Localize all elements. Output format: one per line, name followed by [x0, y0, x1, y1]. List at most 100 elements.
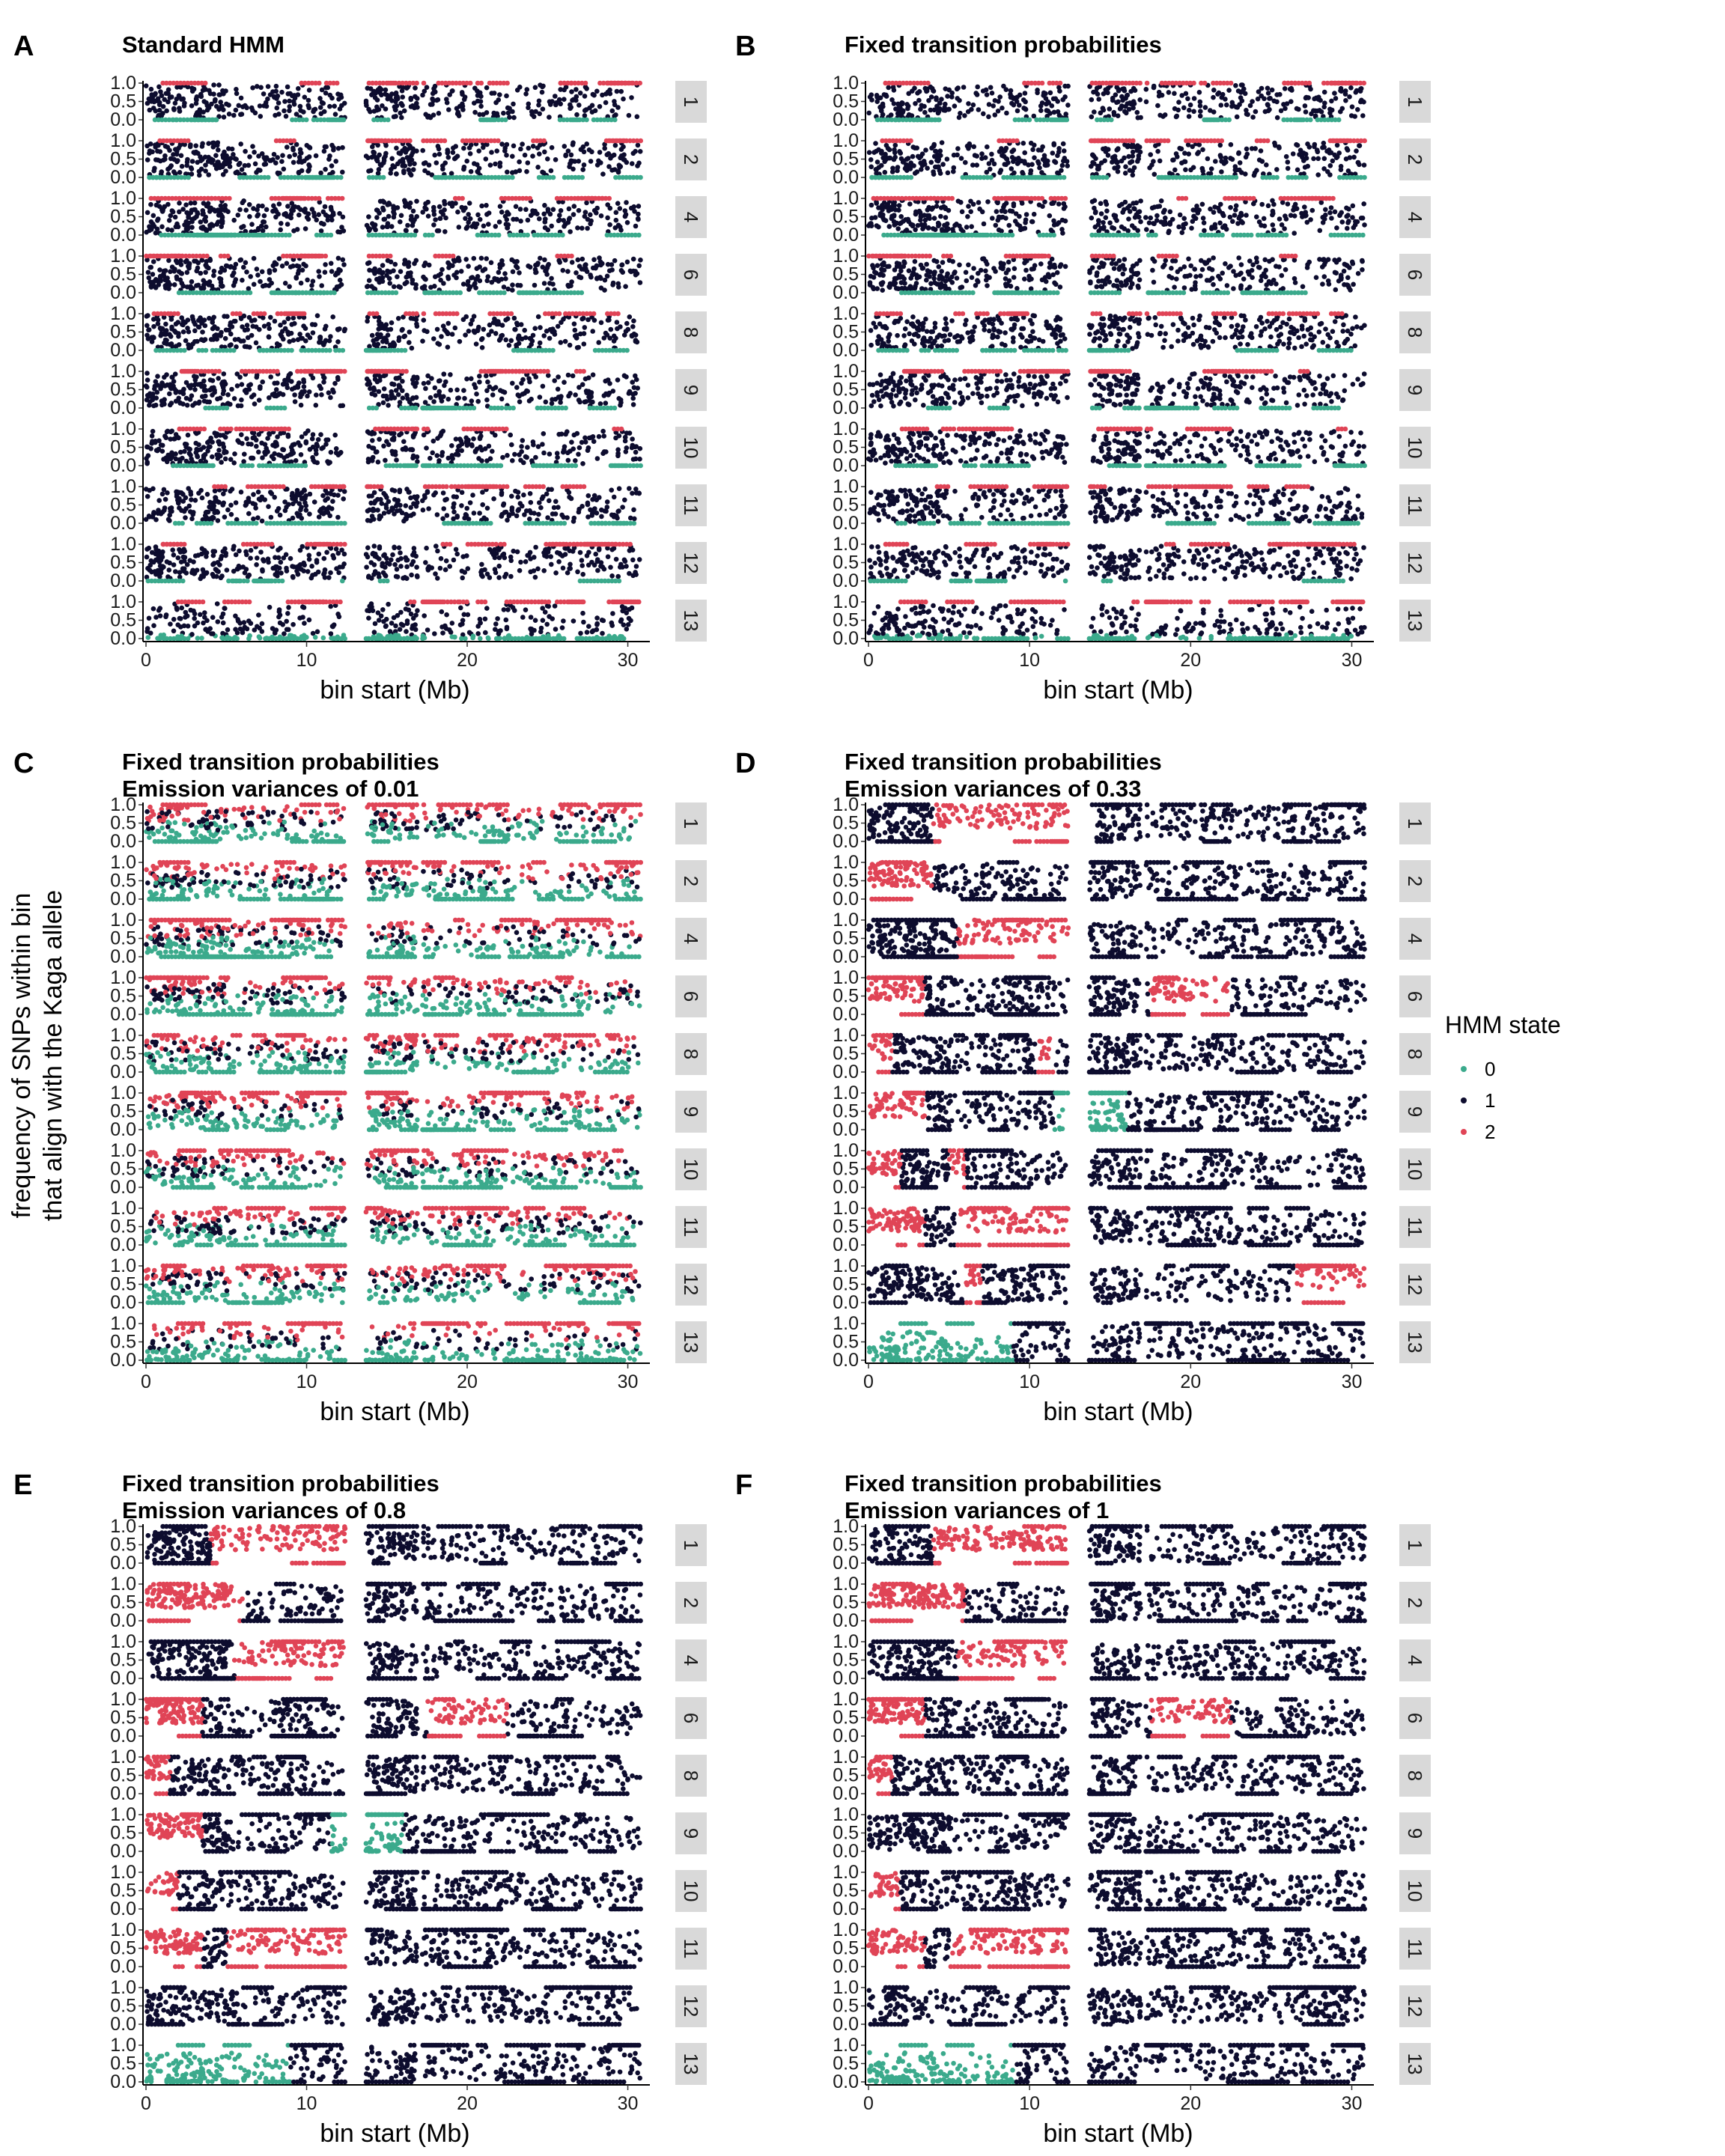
- data-point: [555, 454, 560, 460]
- data-point: [545, 264, 550, 269]
- data-point: [340, 403, 346, 409]
- data-point: [565, 80, 571, 86]
- data-point: [383, 150, 389, 156]
- data-point: [379, 484, 384, 490]
- data-point: [255, 167, 261, 173]
- data-point: [385, 397, 390, 402]
- data-point: [296, 169, 302, 175]
- data-point: [318, 432, 323, 437]
- data-point: [520, 438, 526, 443]
- data-point: [454, 275, 459, 281]
- data-point: [509, 442, 514, 448]
- data-point: [475, 88, 480, 94]
- data-point: [366, 278, 372, 284]
- data-point: [498, 463, 504, 469]
- data-point: [621, 144, 626, 150]
- data-point: [191, 86, 197, 92]
- data-point: [465, 224, 470, 230]
- data-point: [420, 147, 425, 153]
- data-point: [203, 214, 209, 220]
- data-point: [568, 391, 573, 396]
- data-point: [200, 141, 205, 147]
- data-point: [186, 503, 192, 509]
- data-point: [322, 204, 328, 210]
- data-point: [253, 340, 259, 346]
- data-point: [192, 377, 198, 383]
- data-point: [216, 448, 222, 453]
- data-point: [374, 311, 380, 317]
- data-point: [201, 445, 207, 450]
- data-point: [273, 209, 279, 214]
- data-point: [160, 80, 165, 86]
- data-point: [174, 276, 180, 281]
- data-point: [189, 279, 195, 284]
- data-point: [172, 214, 178, 220]
- data-point: [245, 335, 251, 341]
- data-point: [627, 268, 633, 274]
- data-point: [604, 273, 610, 279]
- data-point: [543, 399, 549, 405]
- data-point: [500, 454, 505, 460]
- data-point: [420, 210, 425, 215]
- data-point: [581, 267, 587, 272]
- data-point: [285, 91, 291, 97]
- data-point: [267, 432, 273, 437]
- data-point: [247, 154, 252, 159]
- data-point: [612, 142, 618, 148]
- data-point: [366, 214, 371, 219]
- data-point: [275, 368, 280, 374]
- data-point: [620, 505, 625, 510]
- data-point: [210, 439, 215, 445]
- data-point: [408, 315, 414, 321]
- data-point: [290, 207, 296, 213]
- data-point: [568, 102, 573, 108]
- data-point: [392, 261, 398, 267]
- data-point: [268, 374, 274, 380]
- data-point: [517, 207, 523, 212]
- data-point: [461, 164, 467, 170]
- data-point: [278, 453, 284, 458]
- data-point: [159, 330, 164, 336]
- data-point: [310, 278, 316, 284]
- data-point: [335, 493, 341, 498]
- data-point: [258, 278, 263, 284]
- data-point: [421, 80, 427, 86]
- data-point: [310, 330, 316, 335]
- data-point: [331, 484, 337, 490]
- data-point: [211, 272, 216, 278]
- data-point: [216, 439, 221, 445]
- data-point: [185, 80, 190, 86]
- data-point: [313, 403, 319, 408]
- data-point: [180, 401, 186, 406]
- data-point: [487, 80, 493, 86]
- data-point: [206, 445, 211, 450]
- data-point: [501, 284, 507, 290]
- data-point: [155, 317, 161, 323]
- data-point: [550, 347, 556, 353]
- data-point: [609, 262, 615, 267]
- data-point: [523, 454, 529, 460]
- data-point: [428, 395, 433, 401]
- data-point: [558, 208, 564, 213]
- data-point: [186, 174, 191, 180]
- data-point: [420, 92, 425, 98]
- data-point: [326, 156, 332, 162]
- data-point: [472, 282, 477, 287]
- data-point: [259, 518, 265, 524]
- data-point: [404, 155, 410, 160]
- data-point: [598, 213, 604, 219]
- data-point: [144, 377, 150, 383]
- y-tick-label: 1.0: [110, 361, 136, 382]
- data-point: [431, 492, 436, 498]
- data-point: [165, 144, 171, 150]
- data-point: [484, 505, 490, 511]
- facet-points-2: [144, 138, 643, 180]
- data-point: [220, 164, 225, 170]
- data-point: [375, 142, 381, 148]
- data-point: [618, 324, 623, 329]
- data-point: [143, 83, 149, 88]
- data-point: [533, 454, 538, 460]
- data-point: [317, 340, 322, 345]
- data-point: [297, 332, 302, 337]
- data-point: [322, 340, 327, 345]
